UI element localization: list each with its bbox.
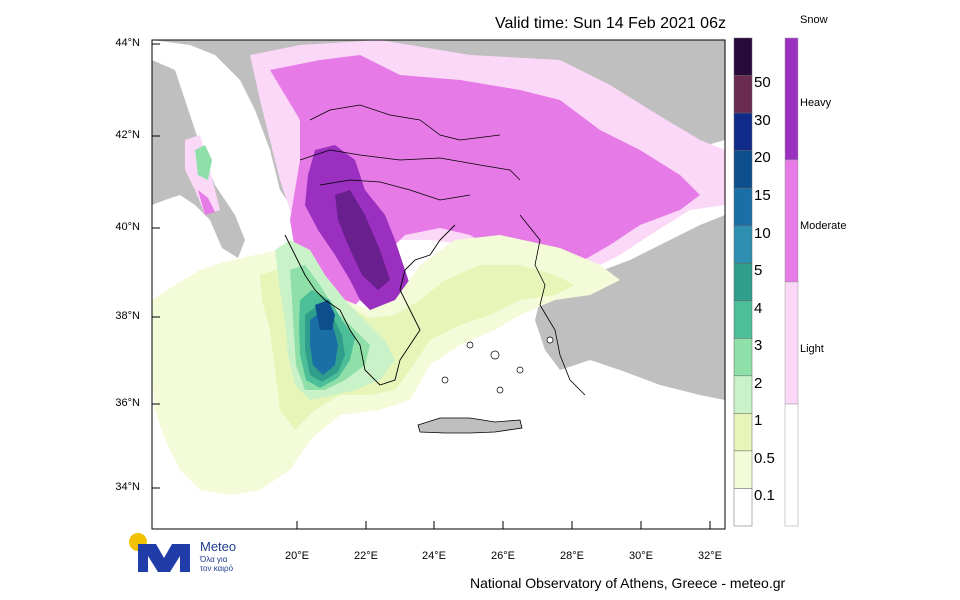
map-frame	[151, 39, 726, 530]
rain-italy	[195, 145, 212, 180]
snow-legend-label: Moderate	[800, 220, 847, 232]
crete-island	[417, 417, 523, 434]
border-lines-3	[319, 179, 471, 201]
snow-legend-swatch	[784, 403, 799, 527]
lat-label: 34°N	[115, 481, 140, 493]
lon-label: 26°E	[491, 550, 515, 562]
snow-moderate-italy	[198, 190, 215, 215]
logo-tagline: τον καιρό	[200, 564, 234, 573]
precip-legend-swatch	[733, 112, 753, 151]
greece-coastline	[284, 224, 456, 386]
precip-legend-label: 4	[754, 300, 763, 317]
snow-legend-swatch	[784, 159, 799, 283]
precip-legend-swatch	[733, 413, 753, 452]
snow-legend-swatch	[784, 37, 799, 161]
precip-legend-swatch	[733, 262, 753, 302]
snow-color-bar	[784, 37, 799, 527]
precip-legend-swatch	[733, 450, 753, 489]
precip-legend-swatch	[733, 150, 753, 189]
lat-label: 42°N	[115, 129, 140, 141]
border-lines	[299, 149, 521, 181]
logo-tagline: Όλα για	[200, 555, 228, 564]
lon-label: 30°E	[629, 550, 653, 562]
precip-legend-label: 15	[754, 187, 771, 204]
lon-label: 22°E	[354, 550, 378, 562]
lon-label: 24°E	[422, 550, 446, 562]
logo-name: Meteo	[200, 539, 237, 554]
axis-ticks	[152, 43, 711, 529]
snow-legend-swatch	[784, 281, 799, 405]
m-logo-icon	[138, 544, 190, 572]
precip-legend-label: 5	[754, 262, 763, 279]
precip-legend-label: 0.5	[754, 450, 775, 467]
precip-legend-swatch	[733, 488, 753, 527]
precip-legend-swatch	[733, 300, 753, 339]
rain-15	[315, 300, 335, 330]
valid-time-title: Valid time: Sun 14 Feb 2021 06z	[495, 15, 726, 32]
meteo-logo	[129, 533, 190, 572]
precip-legend-swatch	[733, 187, 753, 226]
border-lines-2	[309, 104, 501, 141]
lon-label: 28°E	[560, 550, 584, 562]
lon-label: 32°E	[698, 550, 722, 562]
snow-legend-label: Heavy	[800, 97, 832, 109]
precip-legend-label: 0.1	[754, 487, 775, 504]
lat-label: 44°N	[115, 37, 140, 49]
precip-legend-swatch	[733, 225, 753, 264]
precip-legend-label: 2	[754, 375, 763, 392]
snow-heavy-core	[335, 190, 390, 290]
land-turkey	[535, 215, 725, 400]
precip-legend-swatch	[733, 375, 753, 414]
lat-label: 36°N	[115, 397, 140, 409]
precip-legend-label: 10	[754, 225, 771, 242]
lat-label: 40°N	[115, 221, 140, 233]
precip-legend-label: 30	[754, 112, 771, 129]
precip-legend-swatch	[733, 75, 753, 114]
precip-color-bar	[733, 37, 753, 527]
precip-legend-swatch	[733, 338, 753, 377]
precip-legend-swatch	[733, 37, 753, 76]
footer-credit: National Observatory of Athens, Greece -…	[470, 575, 786, 591]
precip-legend-label: 50	[754, 74, 771, 91]
lon-label: 20°E	[285, 550, 309, 562]
precip-legend-label: 3	[754, 337, 763, 354]
lat-label: 38°N	[115, 310, 140, 322]
precip-legend-label: 20	[754, 149, 771, 166]
snow-legend-label: Light	[800, 343, 824, 355]
turkey-coast	[519, 214, 586, 396]
precip-legend-label: 1	[754, 412, 763, 429]
snow-legend-title: Snow	[800, 14, 828, 26]
